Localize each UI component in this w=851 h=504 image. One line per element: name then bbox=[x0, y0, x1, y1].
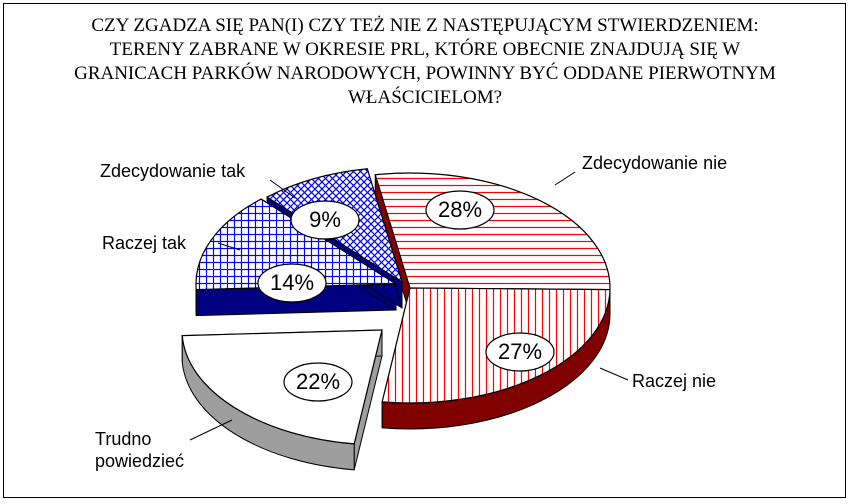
category-label: Raczej tak bbox=[102, 233, 187, 253]
category-label: Trudno powiedzieć bbox=[95, 429, 185, 471]
value-bubble bbox=[290, 200, 360, 240]
value-bubble bbox=[485, 332, 555, 372]
value-label: 9% bbox=[309, 207, 341, 232]
pie-slice bbox=[374, 172, 611, 291]
leader-line bbox=[554, 171, 576, 186]
value-label: 14% bbox=[270, 270, 314, 295]
value-label: 27% bbox=[498, 339, 542, 364]
pie-slice bbox=[195, 198, 398, 291]
category-label: Zdecydowanie tak bbox=[100, 161, 246, 181]
leader-line bbox=[189, 419, 233, 441]
value-label: 22% bbox=[296, 369, 340, 394]
value-label: 28% bbox=[438, 197, 482, 222]
leader-line bbox=[217, 242, 241, 251]
value-bubble bbox=[283, 362, 353, 402]
pie-slice bbox=[181, 329, 383, 445]
value-bubble bbox=[425, 190, 495, 230]
leader-line bbox=[269, 179, 296, 199]
category-label: Zdecydowanie nie bbox=[582, 153, 728, 173]
chart-frame bbox=[3, 3, 846, 498]
value-bubble bbox=[257, 263, 327, 303]
chart-title: CZY ZGADZA SIĘ PAN(I) CZY TEŻ NIE Z NAST… bbox=[74, 15, 776, 108]
leader-line bbox=[599, 367, 629, 381]
category-label: Raczej nie bbox=[632, 371, 717, 391]
